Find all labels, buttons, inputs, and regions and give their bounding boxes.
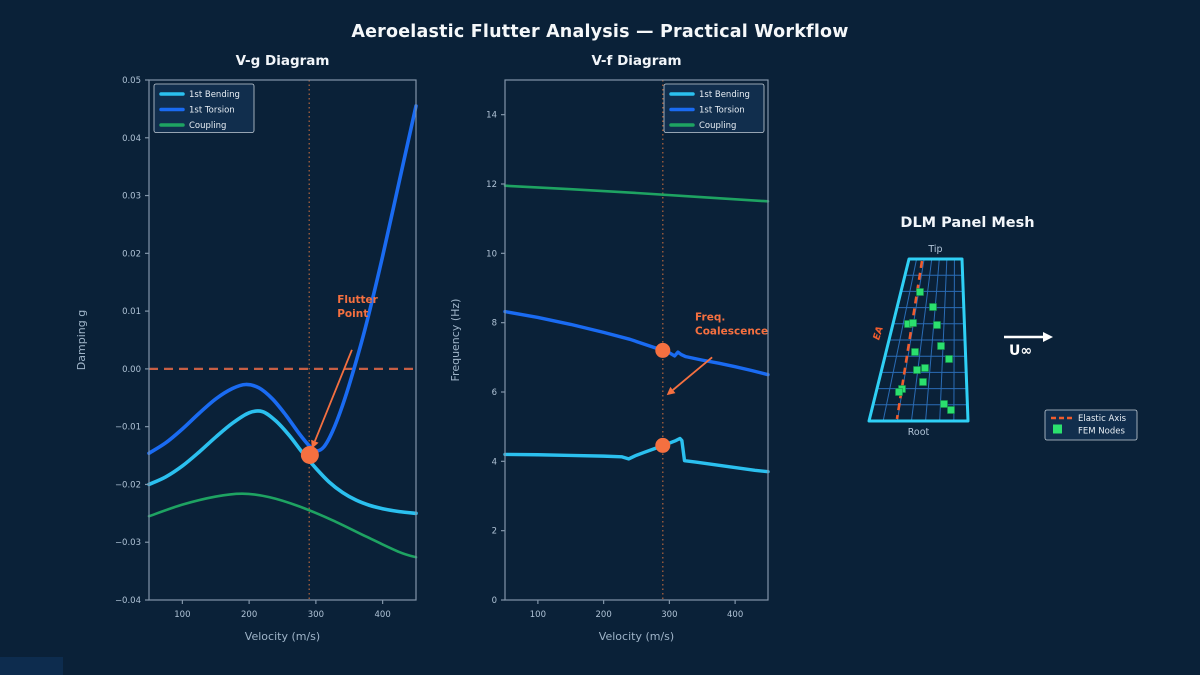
mesh-title: DLM Panel Mesh [900, 215, 1034, 231]
vf-xtick-label: 400 [727, 610, 743, 620]
vg-series-1st-bending [147, 409, 418, 516]
vf-axes-frame [504, 79, 769, 601]
vg-ylabel: Damping g [75, 310, 88, 370]
flow-arrow-head [1043, 332, 1053, 342]
vf-title: V-f Diagram [591, 53, 681, 69]
vf-xtick-label: 200 [596, 610, 612, 620]
vg-title: V-g Diagram [236, 53, 330, 69]
fem-node [909, 319, 917, 327]
vf-annotation-arrow-shaft [672, 356, 713, 391]
vf-ytick-label: 6 [492, 388, 497, 398]
flow-velocity-label: U∞ [1009, 343, 1032, 359]
vf-xlabel: Velocity (m/s) [599, 630, 674, 643]
fem-node [911, 348, 919, 356]
vf-annotation-arrow-head [666, 386, 676, 396]
vf-ytick-label: 0 [492, 596, 497, 606]
vg-legend-label: 1st Torsion [189, 106, 235, 116]
fem-node [919, 378, 927, 386]
vf-ytick-label: 4 [492, 457, 497, 467]
vg-ytick-label: −0.03 [115, 538, 141, 548]
vg-ytick-label: 0.05 [122, 76, 141, 86]
fem-node [929, 303, 937, 311]
vg-ytick-label: −0.02 [115, 480, 141, 490]
fem-node [916, 288, 924, 296]
fem-node [913, 366, 921, 374]
fem-node [933, 321, 941, 329]
vg-xtick-label: 100 [174, 610, 190, 620]
vf-marker-0 [655, 342, 671, 358]
vf-xtick-label: 100 [530, 610, 546, 620]
accent-rect [0, 657, 63, 675]
vf-legend-label: Coupling [699, 121, 736, 131]
vf-legend-label: 1st Bending [699, 90, 750, 100]
vg-annotation-arrow-shaft [314, 349, 353, 442]
vg-xtick-label: 200 [241, 610, 257, 620]
vg-ytick-label: −0.04 [115, 596, 141, 606]
fem-node [940, 400, 948, 408]
vg-ytick-label: 0.01 [122, 307, 141, 317]
root-label: Root [908, 427, 930, 438]
vf-marker-1 [655, 437, 671, 453]
vf-legend-label: 1st Torsion [699, 106, 745, 116]
vf-annotation-line-1: Coalescence [695, 326, 768, 338]
mesh-legend-label: FEM Nodes [1078, 427, 1125, 437]
vf-chart: Freq. Coalescence 0 2 4 6 8 10 12 14 100 200 300 400 V… [449, 53, 770, 643]
vg-chart: Flutter Point 0.05 0.04 0.03 0.02 0.01 0.00 −0.0… [75, 53, 418, 643]
vf-series-1st-torsion [503, 309, 770, 377]
vg-legend-label: Coupling [189, 121, 226, 131]
vg-xtick-label: 400 [375, 610, 391, 620]
vf-ytick-label: 8 [492, 319, 497, 329]
vf-legend-box [663, 83, 765, 133]
vf-annotation-line-0: Freq. [695, 312, 725, 324]
vf-xtick-label: 300 [661, 610, 677, 620]
vg-ytick-label: −0.01 [115, 423, 141, 433]
fem-node [895, 388, 903, 396]
vg-xlabel: Velocity (m/s) [245, 630, 320, 643]
fem-node [947, 406, 955, 414]
vg-annotation-line-1: Point [337, 308, 368, 320]
vf-ytick-label: 14 [486, 111, 497, 121]
fem-node [937, 342, 945, 350]
fem-nodes-swatch [1053, 424, 1062, 434]
vg-annotation-line-0: Flutter [337, 294, 378, 306]
vf-ytick-label: 12 [486, 180, 497, 190]
vf-series-1st-bending [503, 436, 770, 474]
vg-ytick-label: 0.02 [122, 249, 141, 259]
vg-legend-box [153, 83, 255, 133]
vg-xtick-label: 300 [308, 610, 324, 620]
vg-ytick-label: 0.03 [122, 192, 141, 202]
vf-ylabel: Frequency (Hz) [449, 299, 462, 382]
vg-marker-0 [300, 445, 319, 464]
vg-series-1st-torsion [147, 104, 418, 456]
vg-legend-label: 1st Bending [189, 90, 240, 100]
vg-ytick-label: 0.04 [122, 134, 141, 144]
vg-annotation-arrow-head [311, 439, 319, 449]
vg-axes-frame [148, 79, 417, 601]
vg-series-coupling [147, 492, 418, 559]
vf-ytick-label: 2 [492, 527, 497, 537]
vf-ytick-label: 10 [486, 249, 497, 259]
fem-node [945, 355, 953, 363]
vf-series-coupling [503, 184, 770, 203]
mesh-panel: DLM Panel Mesh Tip Root EA U∞ Elastic Axis FEM… [867, 215, 1138, 441]
tip-label: Tip [927, 244, 942, 255]
mesh-legend-label: Elastic Axis [1078, 414, 1127, 424]
fem-node [921, 364, 929, 372]
ea-label: EA [871, 325, 886, 341]
figure-title: Aeroelastic Flutter Analysis — Practical… [351, 22, 849, 42]
wing-outline [867, 257, 970, 423]
vg-ytick-label: 0.00 [122, 365, 141, 375]
